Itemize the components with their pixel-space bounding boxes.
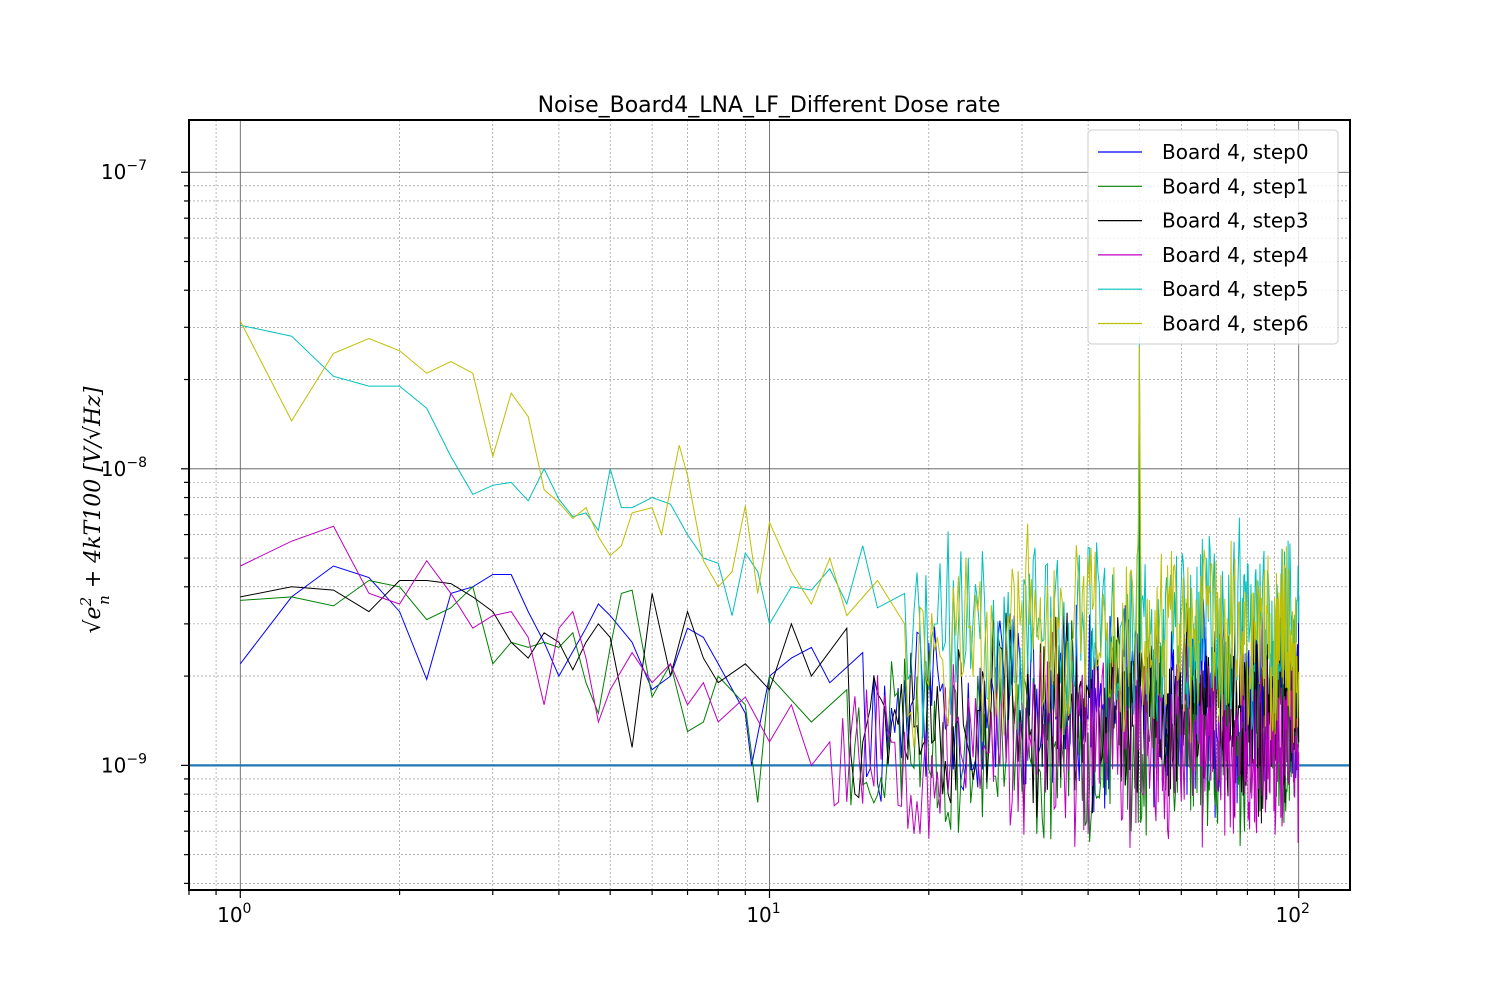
series-line [239, 320, 1300, 748]
y-tick-exp: −9 [126, 751, 147, 767]
y-tick-base: 10 [101, 457, 126, 481]
x-tick-base: 10 [217, 903, 242, 927]
series-line [240, 440, 1300, 847]
y-tick-label: 10−7 [101, 158, 147, 184]
y-label-sqrt: √ [81, 618, 106, 633]
legend: Board 4, step0 Board 4, step1 Board 4, ste… [1087, 129, 1339, 345]
chart-title: Noise_Board4_LNA_LF_Different Dose rate [538, 93, 1001, 118]
x-tick-exp: 1 [772, 901, 781, 917]
legend-label: Board 4, step5 [1162, 277, 1309, 301]
y-tick-exp: −7 [126, 158, 147, 174]
legend-label: Board 4, step4 [1162, 243, 1309, 267]
x-tick-base: 10 [1276, 903, 1301, 927]
y-tick-base: 10 [101, 753, 126, 777]
legend-label: Board 4, step1 [1162, 174, 1309, 198]
y-tick-label: 10−8 [101, 455, 147, 481]
y-tick-exp: −8 [126, 455, 147, 471]
y-label-rest: + 4kT100 [V/√Hz] [81, 386, 106, 595]
x-tick-exp: 0 [243, 901, 252, 917]
x-tick-exp: 2 [1301, 901, 1310, 917]
series-layer [239, 320, 1300, 848]
legend-label: Board 4, step0 [1162, 140, 1309, 164]
y-tick-label: 10−9 [101, 751, 147, 777]
x-tick-label: 101 [746, 901, 780, 927]
series-line [240, 525, 1300, 848]
x-tick-label: 100 [217, 901, 251, 927]
x-tick-label: 102 [1276, 901, 1310, 927]
y-label-base: e [81, 606, 106, 619]
grid [188, 120, 1350, 890]
legend-box [1087, 129, 1339, 345]
x-tick-base: 10 [746, 903, 771, 927]
y-tick-base: 10 [101, 160, 126, 184]
y-label-sub: n [95, 595, 113, 605]
legend-label: Board 4, step3 [1162, 209, 1309, 233]
y-axis-label-text: √e2n + 4kT100 [V/√Hz] [77, 386, 113, 633]
legend-label: Board 4, step6 [1162, 312, 1309, 336]
y-axis-label: √e2n + 4kT100 [V/√Hz] [77, 386, 113, 633]
y-label-sup: 2 [77, 597, 95, 608]
series-line [239, 565, 1300, 818]
